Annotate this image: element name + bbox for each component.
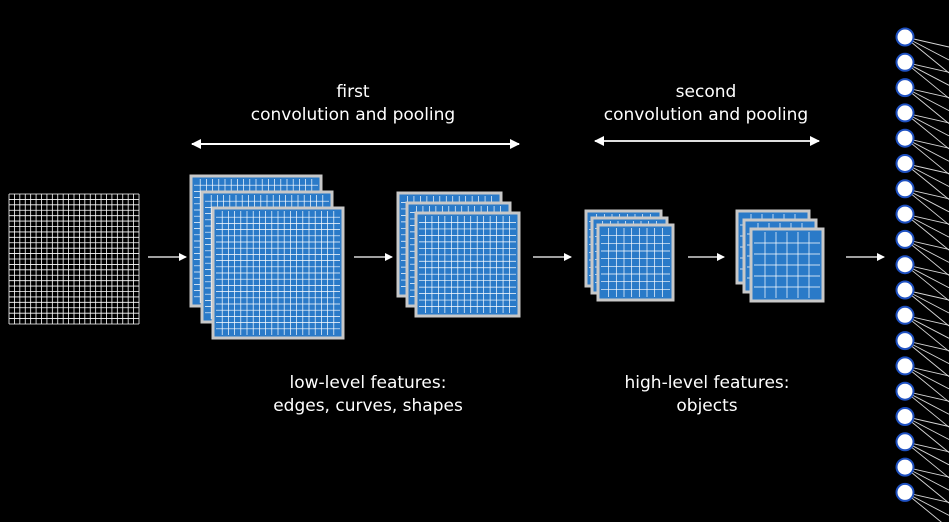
second-stage-label: second convolution and pooling xyxy=(566,81,846,127)
output-layer-nodes xyxy=(895,27,915,502)
first-stage-label-line2: convolution and pooling xyxy=(250,105,456,125)
low-level-features-label: low-level features: edges, curves, shape… xyxy=(228,372,508,418)
output-neuron-node-icon xyxy=(895,305,915,325)
first-stage-label-line1: first xyxy=(336,82,370,102)
second-stage-label-line2: convolution and pooling xyxy=(603,105,809,125)
output-neuron-node-icon xyxy=(895,78,915,98)
feature-map-grid-lines xyxy=(601,228,670,297)
conv1-feature-maps-icon xyxy=(189,174,345,340)
output-neuron-node-icon xyxy=(895,128,915,148)
feature-map-tile xyxy=(414,211,521,318)
pool2-feature-maps-icon xyxy=(735,209,825,303)
feature-map-grid-lines xyxy=(754,232,820,298)
feature-map-grid-lines xyxy=(419,216,516,313)
output-neuron-node-icon xyxy=(895,52,915,72)
output-neuron-node-icon xyxy=(895,255,915,275)
output-neuron-node-icon xyxy=(895,229,915,249)
pool1-feature-maps-icon xyxy=(396,191,521,318)
output-neuron-node-icon xyxy=(895,432,915,452)
first-stage-label: first convolution and pooling xyxy=(213,81,493,127)
output-neuron-node-icon xyxy=(895,407,915,426)
low-level-features-line1: low-level features: xyxy=(289,373,447,393)
input-image-grid-icon xyxy=(8,193,140,325)
high-level-features-line2: objects xyxy=(676,396,738,416)
output-neuron-node-icon xyxy=(895,204,915,224)
output-neuron-node-icon xyxy=(895,154,915,173)
output-neuron-node-icon xyxy=(895,280,915,300)
second-stage-label-line1: second xyxy=(675,82,737,102)
feature-map-grid-lines xyxy=(216,211,340,335)
output-neuron-node-icon xyxy=(895,482,915,502)
high-level-features-label: high-level features: objects xyxy=(567,372,847,418)
output-neuron-node-icon xyxy=(895,457,915,477)
output-neuron-node-icon xyxy=(895,27,915,47)
feature-map-tile xyxy=(596,223,675,302)
high-level-features-line1: high-level features: xyxy=(624,373,790,393)
output-neuron-node-icon xyxy=(895,356,915,376)
output-neuron-node-icon xyxy=(895,331,915,351)
conv2-feature-maps-icon xyxy=(584,209,675,302)
low-level-features-line2: edges, curves, shapes xyxy=(273,396,463,416)
output-neuron-node-icon xyxy=(895,179,915,199)
output-neuron-node-icon xyxy=(895,381,915,401)
output-neuron-node-icon xyxy=(895,103,915,123)
input-grid-lines xyxy=(8,193,140,325)
